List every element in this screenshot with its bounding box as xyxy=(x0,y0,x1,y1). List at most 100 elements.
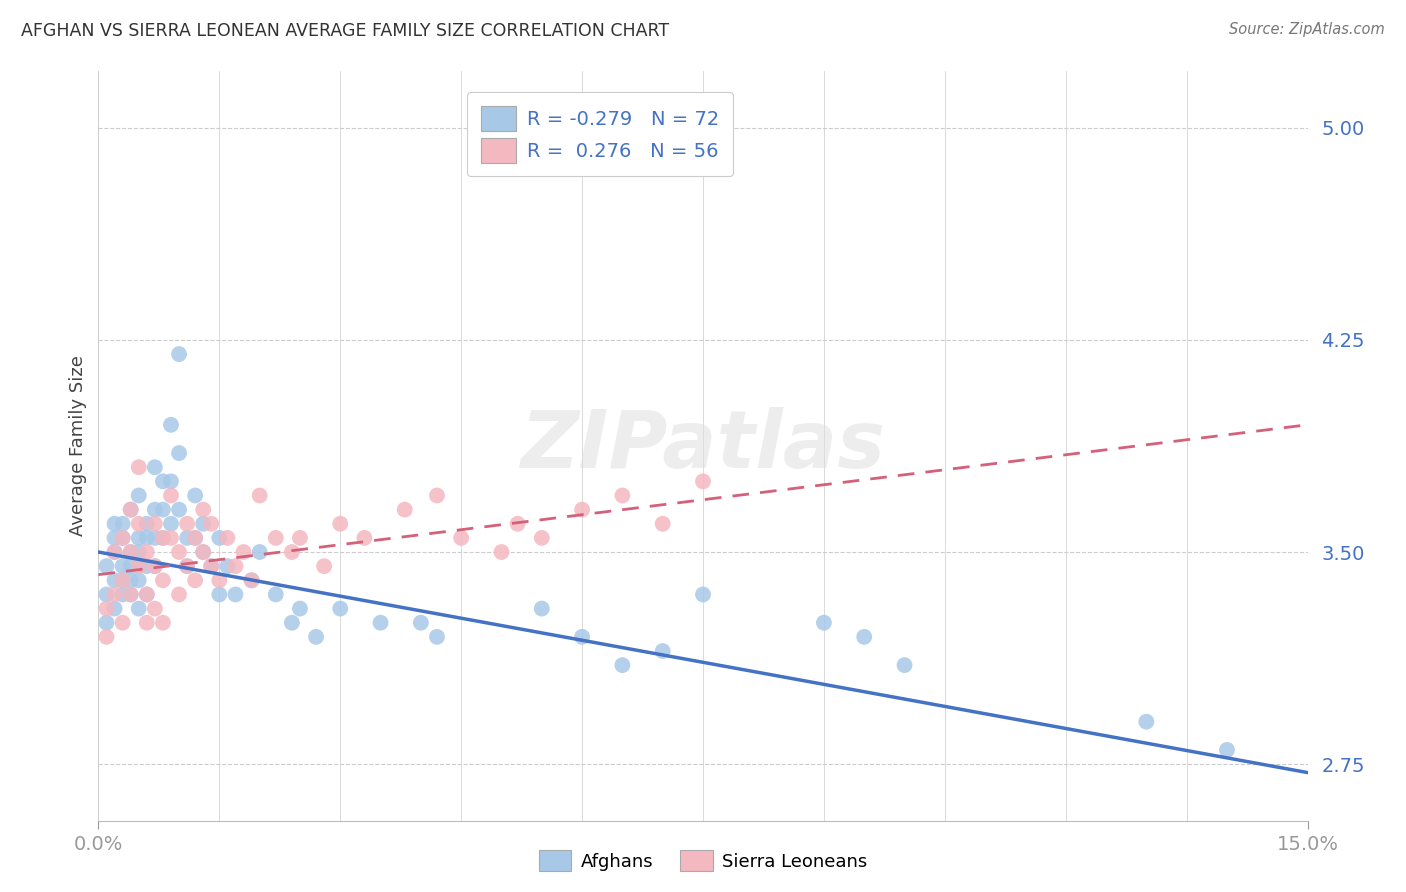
Point xyxy=(571,630,593,644)
Point xyxy=(208,531,231,545)
Point xyxy=(135,587,157,601)
Point xyxy=(143,559,166,574)
Point xyxy=(120,587,142,601)
Point xyxy=(224,587,246,601)
Point xyxy=(152,531,174,545)
Text: Source: ZipAtlas.com: Source: ZipAtlas.com xyxy=(1229,22,1385,37)
Point xyxy=(152,502,174,516)
Point xyxy=(111,559,134,574)
Point xyxy=(853,630,876,644)
Point xyxy=(152,615,174,630)
Point xyxy=(120,574,142,588)
Point xyxy=(184,488,207,502)
Point xyxy=(370,615,392,630)
Point xyxy=(152,531,174,545)
Point xyxy=(232,545,254,559)
Point xyxy=(571,502,593,516)
Point xyxy=(96,601,118,615)
Point xyxy=(167,502,190,516)
Point xyxy=(152,574,174,588)
Point xyxy=(1135,714,1157,729)
Text: ZIPatlas: ZIPatlas xyxy=(520,407,886,485)
Point xyxy=(1216,743,1239,757)
Point xyxy=(111,587,134,601)
Point xyxy=(111,615,134,630)
Point xyxy=(200,559,222,574)
Point xyxy=(217,559,239,574)
Point xyxy=(394,502,416,516)
Point xyxy=(200,559,222,574)
Point xyxy=(143,601,166,615)
Point xyxy=(288,531,311,545)
Point xyxy=(264,587,287,601)
Point xyxy=(491,545,513,559)
Point xyxy=(224,559,246,574)
Point xyxy=(128,559,150,574)
Point xyxy=(176,559,198,574)
Point xyxy=(249,488,271,502)
Point xyxy=(217,531,239,545)
Point xyxy=(612,488,634,502)
Point xyxy=(240,574,263,588)
Point xyxy=(135,615,157,630)
Point xyxy=(240,574,263,588)
Point xyxy=(120,502,142,516)
Point xyxy=(96,615,118,630)
Point xyxy=(111,574,134,588)
Point xyxy=(176,531,198,545)
Point xyxy=(314,559,336,574)
Point xyxy=(160,417,183,432)
Point xyxy=(96,630,118,644)
Point xyxy=(893,658,915,673)
Point xyxy=(249,545,271,559)
Point xyxy=(128,574,150,588)
Point xyxy=(530,531,553,545)
Legend: Afghans, Sierra Leoneans: Afghans, Sierra Leoneans xyxy=(531,843,875,879)
Point xyxy=(167,347,190,361)
Point xyxy=(96,559,118,574)
Point xyxy=(530,601,553,615)
Point xyxy=(612,658,634,673)
Point xyxy=(184,574,207,588)
Point xyxy=(176,516,198,531)
Point xyxy=(103,545,125,559)
Y-axis label: Average Family Size: Average Family Size xyxy=(69,356,87,536)
Point xyxy=(176,559,198,574)
Point xyxy=(111,574,134,588)
Point xyxy=(193,545,215,559)
Point xyxy=(160,475,183,489)
Point xyxy=(111,531,134,545)
Point xyxy=(120,587,142,601)
Point xyxy=(143,502,166,516)
Point xyxy=(120,545,142,559)
Point xyxy=(143,460,166,475)
Point xyxy=(103,574,125,588)
Point xyxy=(128,516,150,531)
Point xyxy=(651,516,673,531)
Point xyxy=(128,545,150,559)
Point xyxy=(200,516,222,531)
Point xyxy=(409,615,432,630)
Point xyxy=(281,545,304,559)
Point xyxy=(353,531,375,545)
Point xyxy=(111,516,134,531)
Point xyxy=(135,516,157,531)
Point xyxy=(103,587,125,601)
Point xyxy=(143,531,166,545)
Point xyxy=(160,516,183,531)
Point xyxy=(128,460,150,475)
Point xyxy=(305,630,328,644)
Point xyxy=(120,559,142,574)
Point xyxy=(813,615,835,630)
Point xyxy=(692,475,714,489)
Point xyxy=(184,531,207,545)
Point xyxy=(208,587,231,601)
Point xyxy=(103,545,125,559)
Point xyxy=(120,545,142,559)
Point xyxy=(264,531,287,545)
Point xyxy=(135,531,157,545)
Point xyxy=(128,601,150,615)
Point xyxy=(288,601,311,615)
Point xyxy=(329,516,352,531)
Point xyxy=(160,531,183,545)
